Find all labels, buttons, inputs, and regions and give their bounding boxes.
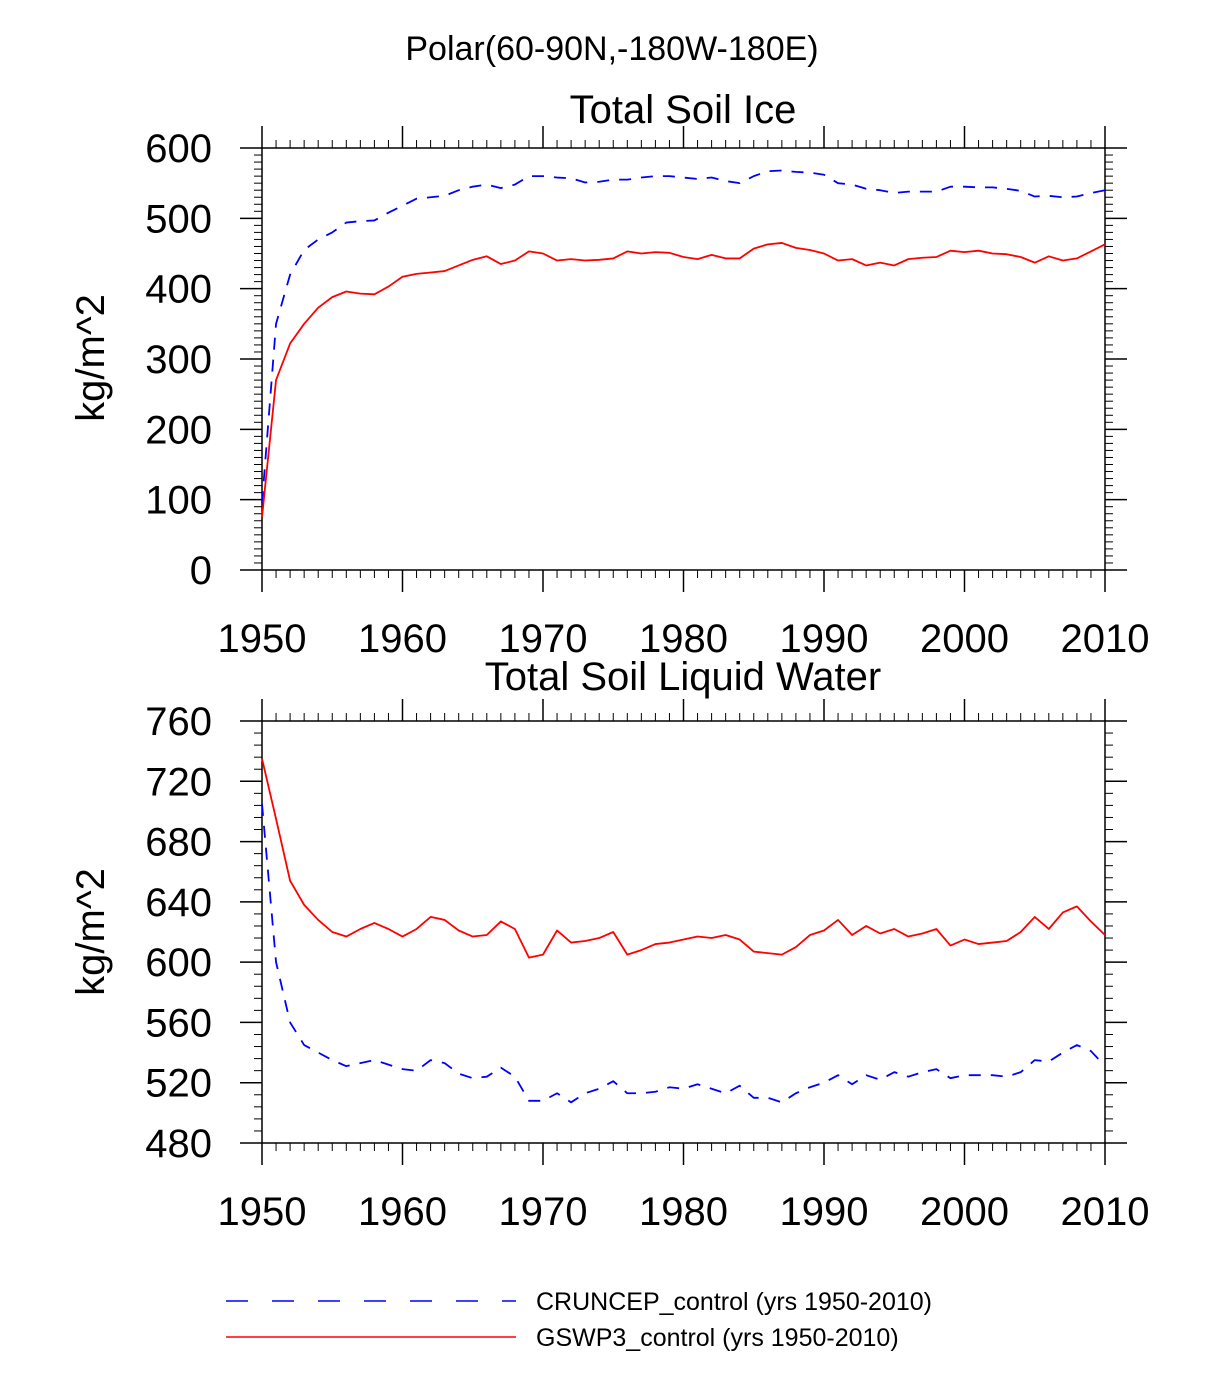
legend: CRUNCEP_control (yrs 1950-2010) GSWP3_co… <box>226 1288 932 1352</box>
axes-soil-liquid: 1950 1960 1970 1980 1990 2000 2010 480 520 560 600… <box>145 699 1149 1234</box>
y-tick-label: 640 <box>145 881 212 925</box>
y-tick-label: 720 <box>145 760 212 804</box>
x-tick-label: 2000 <box>920 1190 1009 1234</box>
y-tick-label: 600 <box>145 127 212 171</box>
plot-frame-soil-liquid <box>261 720 1106 1144</box>
plot-area-soil-ice <box>261 169 1106 518</box>
x-tick-label: 1990 <box>780 1190 869 1234</box>
y-tick-label: 760 <box>145 700 212 744</box>
x-tick-label: 2010 <box>1061 1190 1150 1234</box>
x-tick-label: 1990 <box>780 617 869 661</box>
axes-soil-ice: 1950 1960 1970 1980 1990 2000 2010 0 100 200 300 40… <box>145 126 1149 661</box>
y-tick-label: 520 <box>145 1062 212 1106</box>
series-line-gswp3-soil-ice <box>261 242 1106 518</box>
chart-panel-soil-ice: Total Soil Ice kg/m^2 1950 1960 1970 1980 19… <box>69 88 1149 661</box>
x-tick-label: 1970 <box>499 617 588 661</box>
panel-title-soil-liquid: Total Soil Liquid Water <box>485 655 881 699</box>
y-tick-label: 500 <box>145 197 212 241</box>
plot-frame-soil-ice <box>261 147 1106 571</box>
y-tick-label: 560 <box>145 1001 212 1045</box>
panel-title-soil-ice: Total Soil Ice <box>570 88 797 132</box>
plot-area-soil-liquid <box>261 758 1106 1104</box>
y-tick-label: 0 <box>190 549 212 593</box>
x-tick-label: 2010 <box>1061 617 1150 661</box>
x-tick-label: 1960 <box>358 1190 447 1234</box>
x-tick-label: 1960 <box>358 617 447 661</box>
x-tick-label: 1950 <box>218 1190 307 1234</box>
figure-title: Polar(60-90N,-180W-180E) <box>405 30 818 68</box>
x-tick-label: 2000 <box>920 617 1009 661</box>
series-line-cruncep-soil-ice <box>261 169 1106 504</box>
legend-label-gswp3: GSWP3_control (yrs 1950-2010) <box>536 1324 899 1352</box>
y-tick-label: 680 <box>145 821 212 865</box>
y-tick-label: 600 <box>145 941 212 985</box>
y-tick-label: 200 <box>145 408 212 452</box>
legend-label-cruncep: CRUNCEP_control (yrs 1950-2010) <box>536 1288 932 1316</box>
x-tick-label: 1950 <box>218 617 307 661</box>
x-tick-label: 1970 <box>499 1190 588 1234</box>
x-tick-label: 1980 <box>639 617 728 661</box>
series-line-gswp3-soil-liquid <box>261 758 1106 959</box>
y-tick-label: 480 <box>145 1122 212 1166</box>
y-tick-label: 100 <box>145 479 212 523</box>
x-tick-label: 1980 <box>639 1190 728 1234</box>
y-axis-label-soil-liquid: kg/m^2 <box>69 868 113 996</box>
series-line-cruncep-soil-liquid <box>261 803 1106 1104</box>
chart-panel-soil-liquid: Total Soil Liquid Water kg/m^2 1950 1960 1… <box>69 655 1149 1234</box>
y-tick-label: 300 <box>145 338 212 382</box>
y-axis-label-soil-ice: kg/m^2 <box>69 294 113 422</box>
y-tick-label: 400 <box>145 268 212 312</box>
